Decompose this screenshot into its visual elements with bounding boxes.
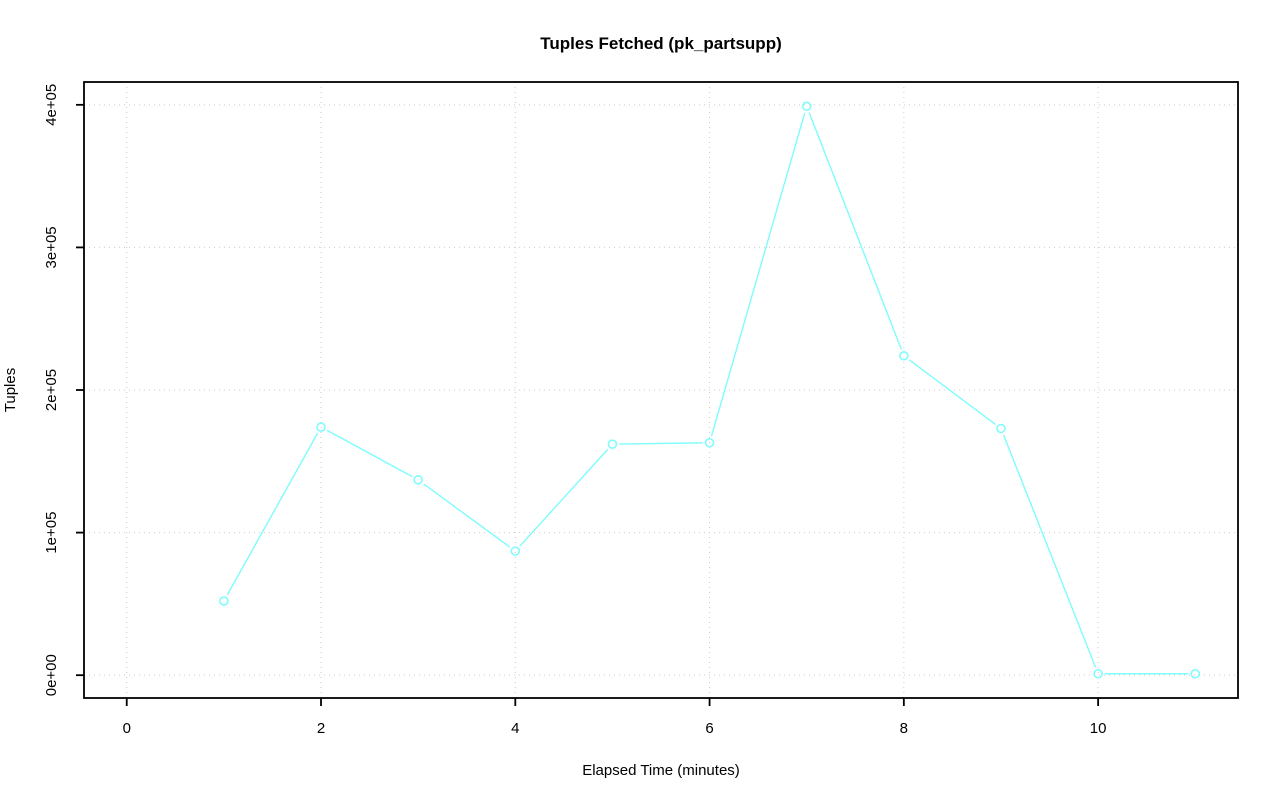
- data-point-marker: [704, 437, 715, 448]
- axis-ticks-layer: [76, 103, 1100, 706]
- data-point-marker: [1190, 668, 1201, 679]
- series-line-segment: [710, 112, 806, 437]
- x-tick-label: 2: [317, 720, 325, 737]
- data-point-marker: [316, 422, 326, 432]
- x-tick-label: 0: [123, 720, 131, 737]
- y-tick-label: 2e+05: [43, 369, 60, 411]
- x-axis-label: Elapsed Time (minutes): [582, 762, 740, 779]
- data-point-marker: [413, 475, 423, 485]
- series-line-segment: [619, 442, 703, 445]
- series-line-segment: [326, 429, 413, 477]
- data-point-marker: [510, 546, 521, 556]
- chart-title: Tuples Fetched (pk_partsupp): [540, 34, 782, 53]
- data-series-layer: [219, 101, 1201, 679]
- data-point-marker: [899, 350, 909, 361]
- x-tick-label: 6: [705, 720, 713, 737]
- x-tick-label: 4: [511, 720, 519, 737]
- y-tick-label: 1e+05: [43, 512, 60, 554]
- series-line-segment: [519, 449, 609, 547]
- x-tick-label: 8: [900, 720, 908, 737]
- y-tick-label: 3e+05: [43, 226, 60, 268]
- x-tick-label: 10: [1090, 720, 1107, 737]
- series-line-segment: [808, 112, 902, 350]
- series-line-segment: [226, 432, 319, 596]
- data-point-marker: [801, 101, 812, 112]
- data-point-marker: [996, 423, 1006, 434]
- data-point-marker: [1093, 668, 1103, 679]
- gridlines-layer: [84, 82, 1238, 698]
- y-tick-label: 4e+05: [43, 84, 60, 126]
- series-line-segment: [909, 359, 996, 425]
- data-point-marker: [607, 439, 618, 449]
- data-point-marker: [219, 596, 229, 606]
- series-line-segment: [1003, 434, 1097, 668]
- y-tick-label: 0e+00: [43, 654, 60, 696]
- y-axis-label: Tuples: [2, 368, 19, 412]
- series-line-segment: [423, 483, 510, 548]
- tick-labels-layer: 0 2 4 6 8 10 0e+00 1e+05 2e+05 3e+05 4e+05: [43, 84, 1106, 737]
